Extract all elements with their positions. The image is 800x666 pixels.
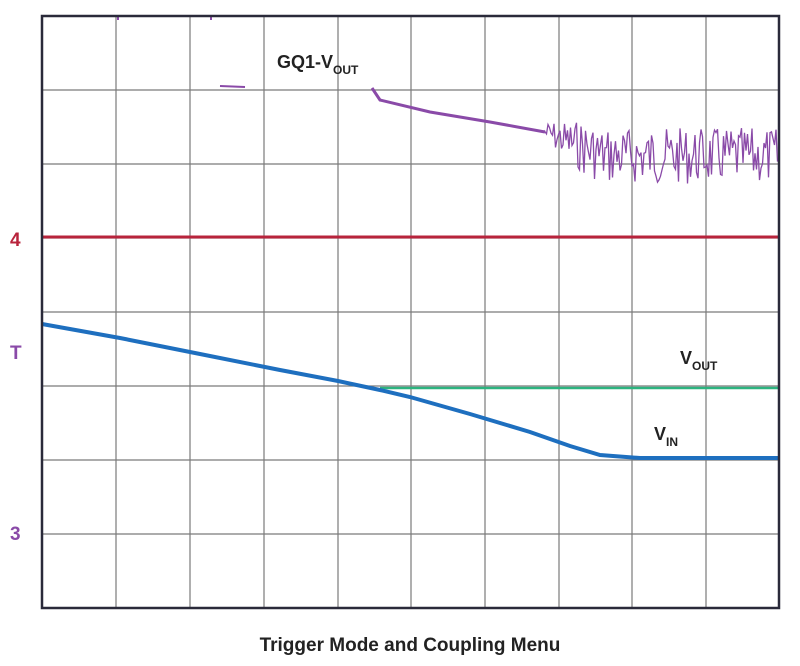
vin-trace [41, 322, 779, 460]
trigger-marker: T [10, 343, 22, 364]
gq1-trace [370, 87, 546, 134]
label-main: V [680, 348, 692, 368]
ch3-marker: 3 [10, 524, 21, 545]
vin-label: VIN [654, 424, 678, 449]
gq1-label: GQ1-VOUT [277, 52, 359, 77]
label-sub: OUT [692, 359, 718, 373]
label-main: GQ1-V [277, 52, 333, 72]
vout-label: VOUT [680, 348, 718, 373]
ch4-marker: 4 [10, 230, 21, 251]
label-sub: IN [666, 435, 678, 449]
label-main: V [654, 424, 666, 444]
caption: Trigger Mode and Coupling Menu [260, 635, 561, 656]
gq1-noise [544, 122, 779, 184]
label-sub: OUT [333, 63, 359, 77]
screen-frame [40, 14, 781, 610]
